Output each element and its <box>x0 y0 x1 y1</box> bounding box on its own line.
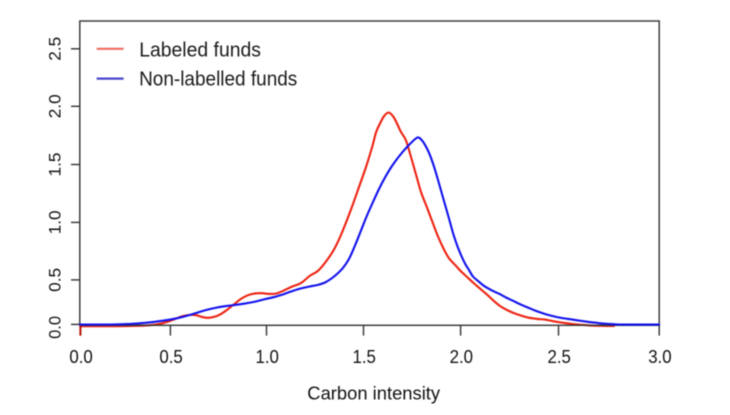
svg-text:1.0: 1.0 <box>46 210 65 234</box>
svg-text:2.0: 2.0 <box>450 347 473 367</box>
svg-text:0.0: 0.0 <box>69 347 92 367</box>
svg-text:1.0: 1.0 <box>256 347 279 367</box>
svg-text:3.0: 3.0 <box>648 347 671 367</box>
svg-text:Labeled funds: Labeled funds <box>139 39 261 62</box>
svg-text:2.5: 2.5 <box>46 37 65 61</box>
svg-text:0.5: 0.5 <box>159 347 182 367</box>
svg-text:Non-labelled funds: Non-labelled funds <box>139 67 297 90</box>
svg-text:Carbon intensity: Carbon intensity <box>307 383 441 403</box>
svg-text:1.5: 1.5 <box>46 153 65 177</box>
svg-text:0.5: 0.5 <box>46 268 65 292</box>
svg-text:2.5: 2.5 <box>548 347 571 367</box>
svg-text:2.0: 2.0 <box>46 94 65 118</box>
svg-text:1.5: 1.5 <box>353 347 376 367</box>
svg-text:0.0: 0.0 <box>46 316 65 339</box>
